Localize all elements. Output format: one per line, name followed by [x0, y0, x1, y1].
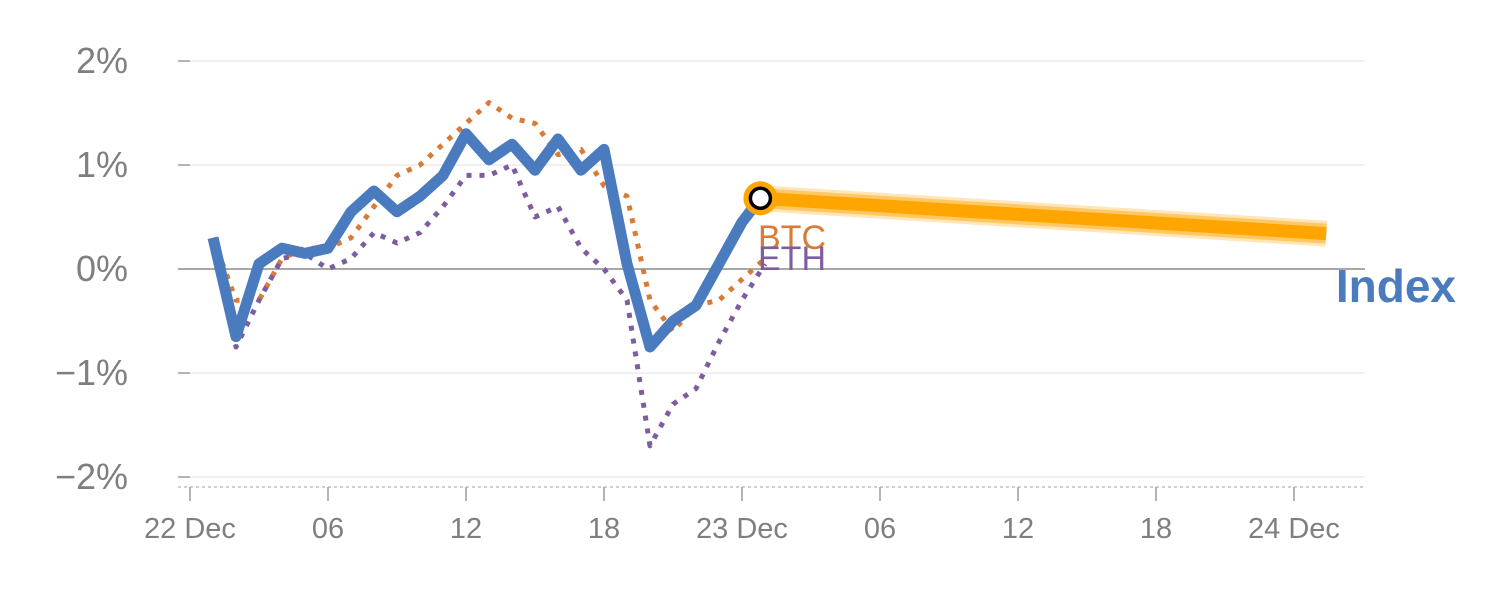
- current-value-marker: [743, 181, 778, 216]
- current-marker-dot: [748, 186, 773, 211]
- forecast-band: [759, 185, 1328, 247]
- series-labels: BTC ETH Index: [758, 219, 1456, 312]
- x-tick-label: 12: [1002, 513, 1034, 545]
- x-tick-label: 18: [1140, 513, 1172, 545]
- x-tick-label: 24 Dec: [1248, 513, 1340, 545]
- y-tick-label: −2%: [55, 456, 128, 497]
- y-tick-label: 0%: [76, 248, 128, 289]
- series-line-eth: [210, 162, 768, 449]
- y-tick-label: 2%: [76, 40, 128, 81]
- series-label-eth: ETH: [758, 240, 826, 278]
- x-tick-label: 23 Dec: [696, 513, 788, 545]
- x-tick-label: 06: [312, 513, 344, 545]
- forecast-band-core: [759, 191, 1327, 241]
- axes: 2% 1% 0% −1% −2% 22 Dec 06 12 18 23 Dec 06 12 18 24 D…: [55, 40, 1365, 545]
- x-tick-label: 18: [588, 513, 620, 545]
- series-line-index: [207, 128, 765, 353]
- series-lines: [207, 100, 768, 449]
- grid: [178, 60, 1365, 478]
- y-tick-label: 1%: [76, 144, 128, 185]
- x-tick-label: 22 Dec: [144, 513, 236, 545]
- series-line-btc: [210, 100, 767, 334]
- x-tick-label: 12: [450, 513, 482, 545]
- series-label-btc: BTC: [758, 219, 826, 257]
- y-tick-label: −1%: [55, 352, 128, 393]
- series-label-index: Index: [1336, 260, 1457, 312]
- x-tick-label: 06: [864, 513, 896, 545]
